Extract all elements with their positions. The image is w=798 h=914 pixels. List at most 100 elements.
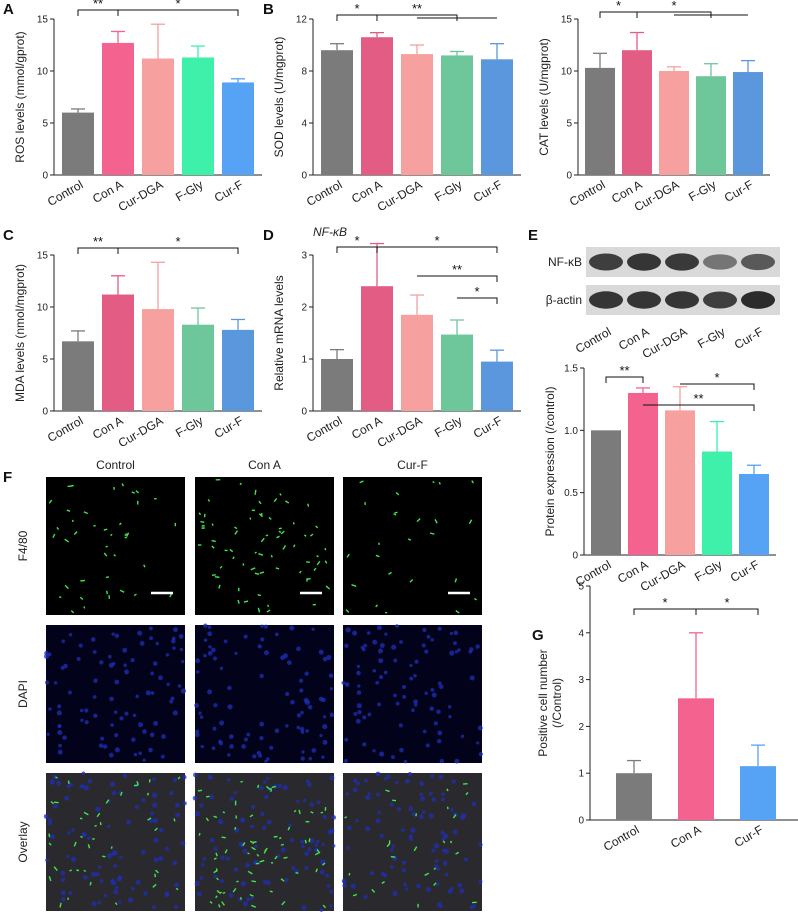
y-tick-label: 10 [561, 67, 573, 78]
x-tick-label: Cur-F [471, 413, 505, 440]
macrophage [255, 862, 260, 865]
x-tick-label: F-Gly [173, 413, 205, 440]
bar-cur-dga [142, 309, 174, 411]
nucleus [150, 691, 155, 695]
nucleus [319, 908, 324, 912]
nucleus [307, 782, 312, 787]
nucleus [431, 848, 436, 853]
blot-band [703, 291, 737, 309]
macrophage [307, 503, 310, 507]
nucleus [78, 643, 83, 648]
nucleus [87, 836, 91, 840]
nucleus [329, 889, 334, 894]
macrophage [258, 500, 262, 505]
nucleus [298, 678, 304, 683]
nucleus [243, 634, 248, 639]
macrophage [110, 533, 113, 537]
macrophage [48, 499, 53, 504]
bar-control [321, 50, 353, 176]
y-tick-label: 0 [42, 171, 48, 182]
macrophage [54, 801, 59, 804]
nucleus [226, 778, 231, 782]
nucleus [280, 847, 286, 853]
nucleus [119, 855, 123, 860]
macrophage [433, 882, 437, 886]
micrograph-column-label: Control [96, 458, 135, 472]
y-axis-label: Positive cell number(/Control) [536, 649, 564, 756]
y-tick-label: 0 [578, 816, 584, 827]
macrophage [270, 554, 273, 558]
macrophage [154, 873, 157, 878]
nucleus [80, 784, 85, 789]
nucleus [300, 839, 305, 844]
x-tick-label: Control [304, 413, 345, 444]
nucleus [284, 877, 289, 883]
x-tick-label: Cur-F [212, 413, 246, 440]
macrophage [247, 870, 253, 875]
macrophage [131, 491, 136, 494]
nucleus [109, 696, 114, 702]
nucleus [245, 862, 251, 868]
nucleus [87, 778, 93, 784]
macrophage [234, 530, 239, 535]
macrophage [278, 527, 282, 530]
y-tick-label: 3 [578, 675, 584, 686]
macrophage [48, 842, 52, 846]
nucleus [246, 897, 250, 902]
x-tick-label: Cur-DGA [116, 413, 166, 450]
macrophage [273, 835, 278, 838]
nucleus [263, 650, 270, 656]
macrophage [148, 779, 151, 783]
macrophage [281, 900, 286, 906]
macrophage [324, 807, 327, 811]
macrophage [215, 852, 218, 857]
macrophage [359, 480, 364, 484]
nucleus [61, 639, 65, 644]
nucleus [131, 737, 136, 742]
significance-bracket [605, 376, 644, 383]
nucleus [356, 781, 360, 786]
nucleus [118, 900, 122, 904]
bar-control [62, 112, 94, 175]
nucleus [299, 688, 304, 693]
nucleus [460, 734, 465, 739]
bar-cur-f [222, 329, 254, 411]
macrophage [103, 552, 108, 557]
macrophage [293, 522, 295, 525]
nucleus [153, 720, 159, 726]
nucleus [60, 877, 66, 882]
nucleus [194, 732, 200, 738]
nucleus [463, 857, 468, 862]
nucleus [408, 834, 414, 839]
significance-label: * [175, 234, 180, 249]
nucleus [363, 643, 368, 648]
macrophage [462, 782, 468, 785]
nucleus [56, 780, 62, 786]
nucleus [383, 776, 388, 781]
macrophage [266, 604, 270, 608]
macrophage [278, 837, 282, 840]
nucleus [200, 744, 204, 749]
nucleus [399, 640, 403, 644]
macrophage [284, 500, 290, 504]
macrophage [346, 553, 350, 558]
nucleus [309, 838, 315, 844]
nucleus [46, 732, 50, 736]
significance-bracket [117, 247, 239, 254]
nucleus [60, 870, 66, 876]
x-tick-label: F-Gly [692, 557, 724, 584]
nucleus [300, 756, 305, 761]
nucleus [142, 758, 146, 762]
micrograph [46, 477, 185, 615]
nucleus [150, 671, 155, 676]
macrophage [446, 788, 449, 792]
significance-label: * [354, 1, 359, 16]
nucleus [45, 858, 49, 863]
nucleus [383, 874, 388, 878]
macrophage [105, 799, 110, 804]
y-tick-label: 2 [578, 722, 584, 733]
macrophage [276, 535, 280, 539]
nucleus [286, 660, 292, 666]
nucleus [421, 643, 426, 648]
